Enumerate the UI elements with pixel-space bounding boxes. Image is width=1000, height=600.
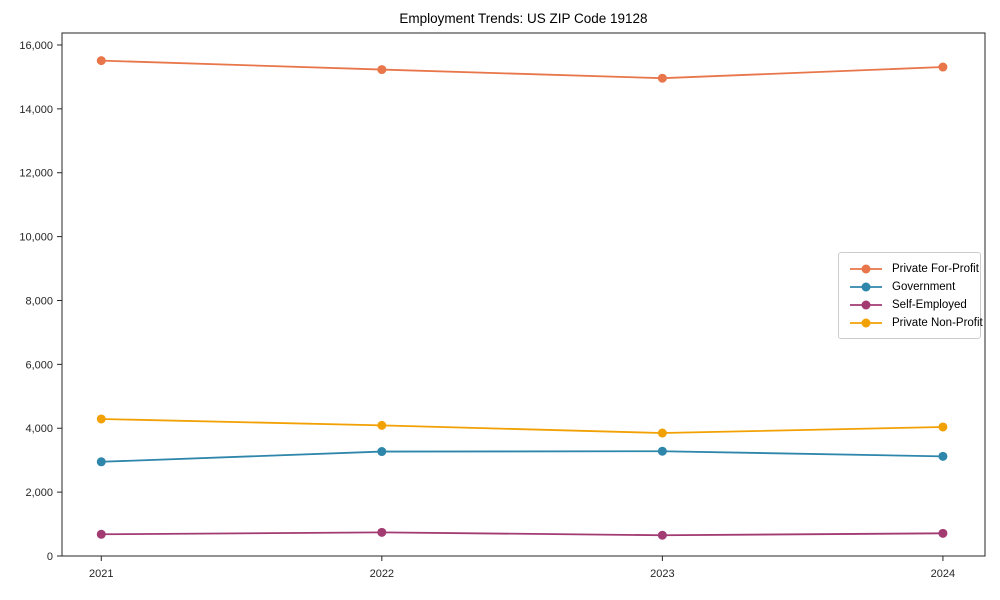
legend-swatch-icon [850, 282, 882, 292]
legend: Private For-Profit Government Self-Employe… [838, 252, 983, 339]
data-point-private-for-profit [938, 62, 948, 72]
data-point-government [657, 446, 667, 456]
legend-label: Self-Employed [892, 299, 967, 312]
series-line-self-employed [100, 531, 944, 537]
series-line-government [100, 450, 944, 463]
series-line-private-for-profit [100, 59, 944, 80]
plot-frame [61, 32, 986, 557]
legend-swatch-icon [850, 264, 882, 273]
legend-item-private-non-profit: Private Non-Profit [849, 315, 983, 332]
legend-swatch-icon [850, 318, 882, 328]
data-point-private-for-profit [377, 65, 387, 75]
data-point-self-employed [96, 529, 106, 539]
x-tick-label: 2023 [650, 568, 674, 580]
data-point-private-for-profit [96, 56, 106, 66]
data-point-government [938, 451, 948, 461]
data-point-self-employed [657, 530, 667, 540]
series-line-private-non-profit [100, 418, 944, 434]
data-point-self-employed [377, 527, 387, 537]
legend-label: Private Non-Profit [892, 317, 983, 330]
y-tick-label: 8,000 [25, 295, 53, 307]
data-point-private-non-profit [938, 422, 948, 432]
data-point-self-employed [938, 528, 948, 538]
y-tick-label: 16,000 [19, 40, 53, 52]
data-point-private-non-profit [96, 414, 106, 424]
y-tick-label: 6,000 [25, 359, 53, 371]
data-point-government [377, 447, 387, 457]
x-tick-label: 2024 [931, 568, 955, 580]
legend-swatch-icon [850, 300, 882, 310]
data-point-private-for-profit [657, 73, 667, 83]
y-tick-label: 14,000 [19, 104, 53, 116]
legend-item-government: Government [849, 278, 972, 295]
legend-item-self-employed: Self-Employed [849, 297, 972, 314]
legend-label: Government [892, 280, 956, 293]
legend-label: Private For-Profit [892, 262, 979, 275]
x-tick-label: 2022 [370, 568, 394, 580]
data-point-government [96, 457, 106, 467]
y-tick-label: 4,000 [25, 423, 53, 435]
chart-title: Employment Trends: US ZIP Code 19128 [399, 11, 648, 26]
y-tick-label: 0 [47, 551, 53, 563]
data-point-private-non-profit [657, 428, 667, 438]
data-point-private-non-profit [377, 420, 387, 430]
y-tick-label: 2,000 [25, 487, 53, 499]
legend-item-private-for-profit: Private For-Profit [849, 260, 979, 277]
y-tick-label: 12,000 [19, 168, 53, 180]
y-tick-label: 10,000 [19, 232, 53, 244]
x-tick-label: 2021 [89, 568, 113, 580]
